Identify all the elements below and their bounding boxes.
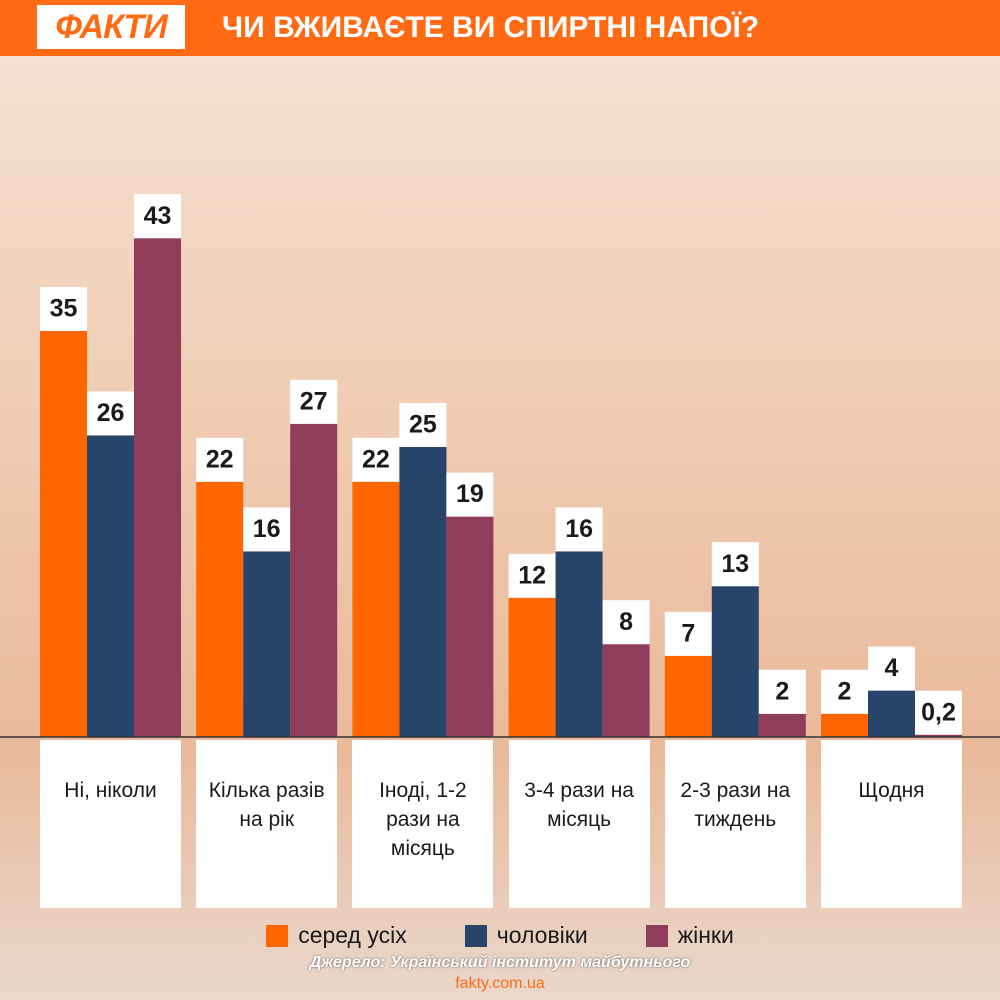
category-panel: Щодня bbox=[821, 740, 962, 908]
label-background bbox=[711, 542, 759, 587]
bar bbox=[446, 516, 494, 737]
category-panel: Ні, ніколи bbox=[40, 740, 181, 908]
data-label: 2 bbox=[838, 677, 852, 705]
x-tick-label: Ні, ніколи bbox=[64, 779, 157, 802]
bar bbox=[602, 644, 650, 737]
bar bbox=[352, 481, 400, 737]
label-background bbox=[868, 646, 915, 691]
label-background bbox=[290, 379, 338, 424]
bar bbox=[821, 713, 868, 737]
label-background bbox=[602, 600, 650, 645]
label-background bbox=[758, 669, 806, 714]
source: Джерело: Український інститут майбутньог… bbox=[309, 954, 691, 971]
label-background bbox=[555, 507, 603, 552]
label-background bbox=[508, 553, 556, 598]
label-background bbox=[196, 437, 244, 482]
bar bbox=[243, 551, 291, 737]
legend-swatch bbox=[645, 924, 668, 947]
x-tick-label: Щодня bbox=[858, 779, 925, 802]
bar bbox=[868, 690, 915, 737]
x-tick-label: Іноді, 1-2 рази на місяць bbox=[379, 779, 467, 860]
url: fakty.com.ua bbox=[455, 975, 545, 992]
bar bbox=[40, 331, 87, 737]
legend-swatch bbox=[464, 924, 487, 947]
bar bbox=[87, 435, 134, 737]
bar bbox=[508, 597, 556, 737]
label-background bbox=[40, 287, 87, 331]
data-label: 8 bbox=[619, 608, 633, 636]
data-label: 4 bbox=[885, 654, 899, 682]
legend-label: чоловіки bbox=[496, 922, 588, 948]
label-background bbox=[915, 690, 962, 735]
label-background bbox=[243, 507, 291, 552]
x-tick-label: Кілька разів на рік bbox=[208, 779, 325, 831]
bar bbox=[555, 551, 603, 737]
legend-swatch bbox=[266, 924, 289, 947]
data-label: 35 bbox=[50, 295, 78, 323]
category-panel: Іноді, 1-2 рази на місяць bbox=[352, 740, 494, 908]
bar bbox=[196, 481, 244, 737]
data-label: 22 bbox=[362, 445, 390, 473]
label-background bbox=[446, 472, 494, 517]
data-label: 26 bbox=[97, 399, 125, 427]
category-panel: Кілька разів на рік bbox=[196, 740, 338, 908]
x-tick-label: 3-4 рази на місяць bbox=[524, 779, 634, 831]
bar bbox=[399, 447, 447, 737]
x-tick-label: 2-3 рази на тиждень bbox=[680, 779, 791, 831]
legend-label: жінки bbox=[677, 922, 734, 948]
data-label: 27 bbox=[300, 387, 328, 415]
legend-label: серед усіх bbox=[298, 922, 407, 948]
data-label: 16 bbox=[565, 515, 593, 543]
bar bbox=[290, 423, 338, 737]
chart-title: ЧИ ВЖИВАЄТЕ ВИ СПИРТНІ НАПОЇ? bbox=[222, 11, 760, 44]
data-label: 22 bbox=[206, 445, 234, 473]
label-background bbox=[821, 669, 868, 714]
label-background bbox=[87, 391, 134, 436]
header-bar: ФАКТИ ЧИ ВЖИВАЄТЕ ВИ СПИРТНІ НАПОЇ? bbox=[0, 0, 1000, 56]
logo: ФАКТИ bbox=[37, 5, 185, 49]
data-label: 25 bbox=[409, 411, 437, 439]
bar bbox=[664, 655, 712, 737]
bar bbox=[711, 586, 759, 737]
bar bbox=[134, 238, 181, 737]
legend: серед усіх чоловіки жінки bbox=[0, 922, 1000, 949]
data-label: 7 bbox=[681, 619, 695, 647]
data-label: 16 bbox=[253, 515, 281, 543]
label-background bbox=[134, 194, 181, 239]
data-label: 13 bbox=[721, 550, 749, 578]
data-label: 43 bbox=[144, 202, 172, 230]
bar bbox=[758, 713, 806, 737]
legend-item: жінки bbox=[645, 922, 734, 949]
category-panel: 2-3 рази на тиждень bbox=[664, 740, 806, 908]
data-label: 19 bbox=[456, 480, 484, 508]
label-background bbox=[399, 403, 447, 447]
legend-item: серед усіх bbox=[266, 922, 407, 949]
category-panel: 3-4 рази на місяць bbox=[508, 740, 650, 908]
bar bbox=[915, 734, 962, 737]
data-label: 12 bbox=[518, 561, 546, 589]
data-label: 2 bbox=[775, 677, 789, 705]
legend-item: чоловіки bbox=[464, 922, 588, 949]
data-label: 0,2 bbox=[921, 698, 956, 726]
label-background bbox=[352, 437, 400, 482]
label-background bbox=[664, 611, 712, 656]
